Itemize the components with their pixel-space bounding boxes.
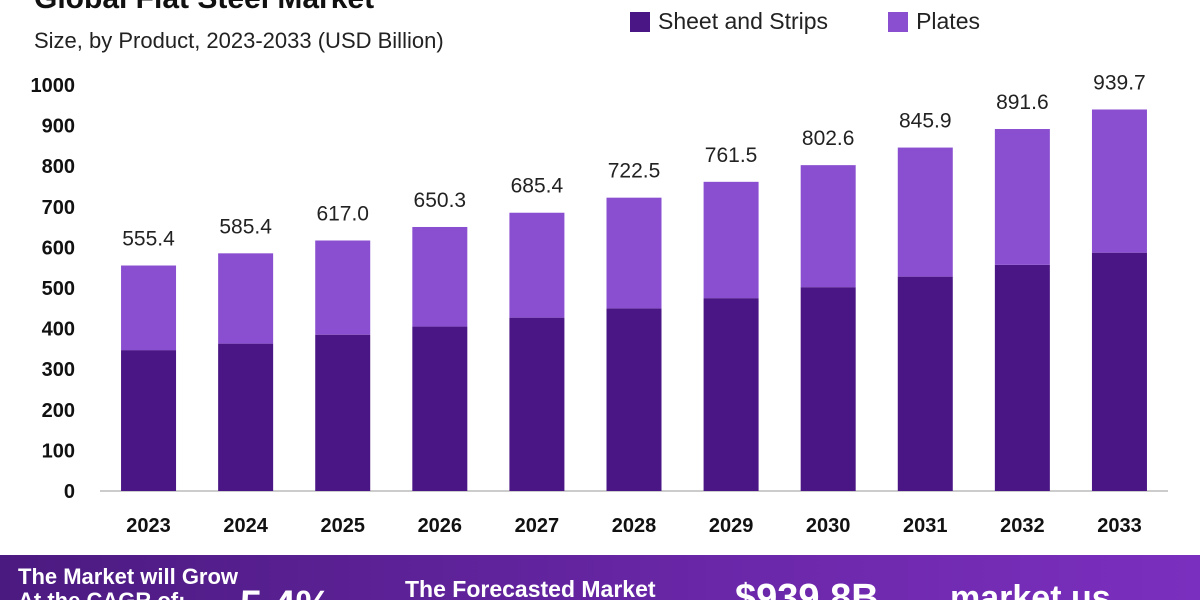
bar-total-label: 585.4 xyxy=(219,215,272,238)
bar-segment-sheet-and-strips xyxy=(1091,252,1147,491)
y-tick-label: 1000 xyxy=(31,75,76,97)
bar-segment-sheet-and-strips xyxy=(994,264,1050,491)
x-tick-label: 2033 xyxy=(1097,515,1142,537)
x-tick-label: 2031 xyxy=(903,515,948,537)
legend-swatch-plates xyxy=(888,11,909,32)
x-tick-label: 2026 xyxy=(418,515,463,537)
bar-segment-plates xyxy=(315,240,371,335)
banner-cagr-label: At the CAGR of: xyxy=(18,588,185,600)
y-tick-label: 700 xyxy=(42,197,75,219)
y-tick-label: 100 xyxy=(42,440,75,462)
y-tick-label: 600 xyxy=(42,237,75,259)
bar-segment-plates xyxy=(606,197,662,309)
bar-segment-plates xyxy=(703,181,759,299)
bar-segment-plates xyxy=(994,129,1050,265)
bar-total-label: 617.0 xyxy=(316,202,369,225)
bar-segment-plates xyxy=(218,253,274,344)
bar-total-label: 555.4 xyxy=(122,228,175,251)
x-tick-label: 2028 xyxy=(612,515,657,537)
chart-legend: Sheet and Strips Plates xyxy=(630,8,980,35)
y-tick-label: 800 xyxy=(42,156,75,178)
bar-total-label: 761.5 xyxy=(705,144,758,167)
bottom-banner: The Market will Grow At the CAGR of: 5.4… xyxy=(0,555,1200,600)
bar-segment-sheet-and-strips xyxy=(509,317,565,491)
legend-label-plates: Plates xyxy=(916,8,980,34)
bar-segment-sheet-and-strips xyxy=(218,343,274,491)
banner-forecast-label: The Forecasted Market xyxy=(405,576,656,600)
banner-cagr-value: 5.4% xyxy=(240,583,331,600)
bar-segment-sheet-and-strips xyxy=(606,308,662,491)
x-tick-label: 2023 xyxy=(126,515,171,537)
bar-segment-sheet-and-strips xyxy=(121,350,177,491)
y-tick-label: 900 xyxy=(42,116,75,138)
bar-segment-plates xyxy=(121,265,177,351)
x-tick-label: 2032 xyxy=(1000,515,1045,537)
chart-title: Global Flat Steel Market xyxy=(34,0,374,14)
bar-chart: 0 100 200 300 400 500 600 700 800 900 1000 555.4 202… xyxy=(31,71,1168,537)
y-tick-label: 300 xyxy=(42,359,75,381)
chart-subtitle: Size, by Product, 2023-2033 (USD Billion… xyxy=(34,28,444,53)
bar-segment-sheet-and-strips xyxy=(315,334,371,491)
bar-total-label: 722.5 xyxy=(608,160,661,183)
legend-item-sheet-and-strips: Sheet and Strips xyxy=(630,8,828,35)
y-tick-label: 200 xyxy=(42,400,75,422)
bar-total-label: 891.6 xyxy=(996,91,1049,114)
banner-grow-text: The Market will Grow xyxy=(18,564,239,589)
x-tick-label: 2024 xyxy=(223,515,268,537)
bar-segment-plates xyxy=(800,165,856,288)
legend-item-plates: Plates xyxy=(888,8,980,35)
bar-segment-plates xyxy=(1091,109,1147,253)
banner-forecast-value: $939.8B xyxy=(735,577,879,600)
x-tick-label: 2027 xyxy=(515,515,560,537)
bar-total-label: 685.4 xyxy=(511,175,564,198)
banner-brand: market.us xyxy=(950,579,1111,600)
bar-segment-plates xyxy=(509,212,565,318)
x-tick-label: 2030 xyxy=(806,515,851,537)
bar-total-label: 650.3 xyxy=(414,189,467,212)
bar-segment-plates xyxy=(897,147,953,277)
y-tick-label: 0 xyxy=(64,481,75,503)
bar-total-label: 802.6 xyxy=(802,127,855,150)
bar-segment-sheet-and-strips xyxy=(800,287,856,491)
bar-segment-sheet-and-strips xyxy=(703,298,759,491)
bar-segment-plates xyxy=(412,226,468,327)
x-tick-label: 2025 xyxy=(320,515,365,537)
legend-swatch-sheet-and-strips xyxy=(630,11,650,32)
y-tick-label: 400 xyxy=(42,319,75,341)
bar-total-label: 939.7 xyxy=(1093,71,1146,94)
legend-label-sheet-and-strips: Sheet and Strips xyxy=(658,8,829,34)
x-tick-label: 2029 xyxy=(709,515,754,537)
bar-segment-sheet-and-strips xyxy=(412,326,468,491)
bar-total-label: 845.9 xyxy=(899,110,952,133)
bar-segment-sheet-and-strips xyxy=(897,276,953,491)
y-tick-label: 500 xyxy=(42,278,75,300)
